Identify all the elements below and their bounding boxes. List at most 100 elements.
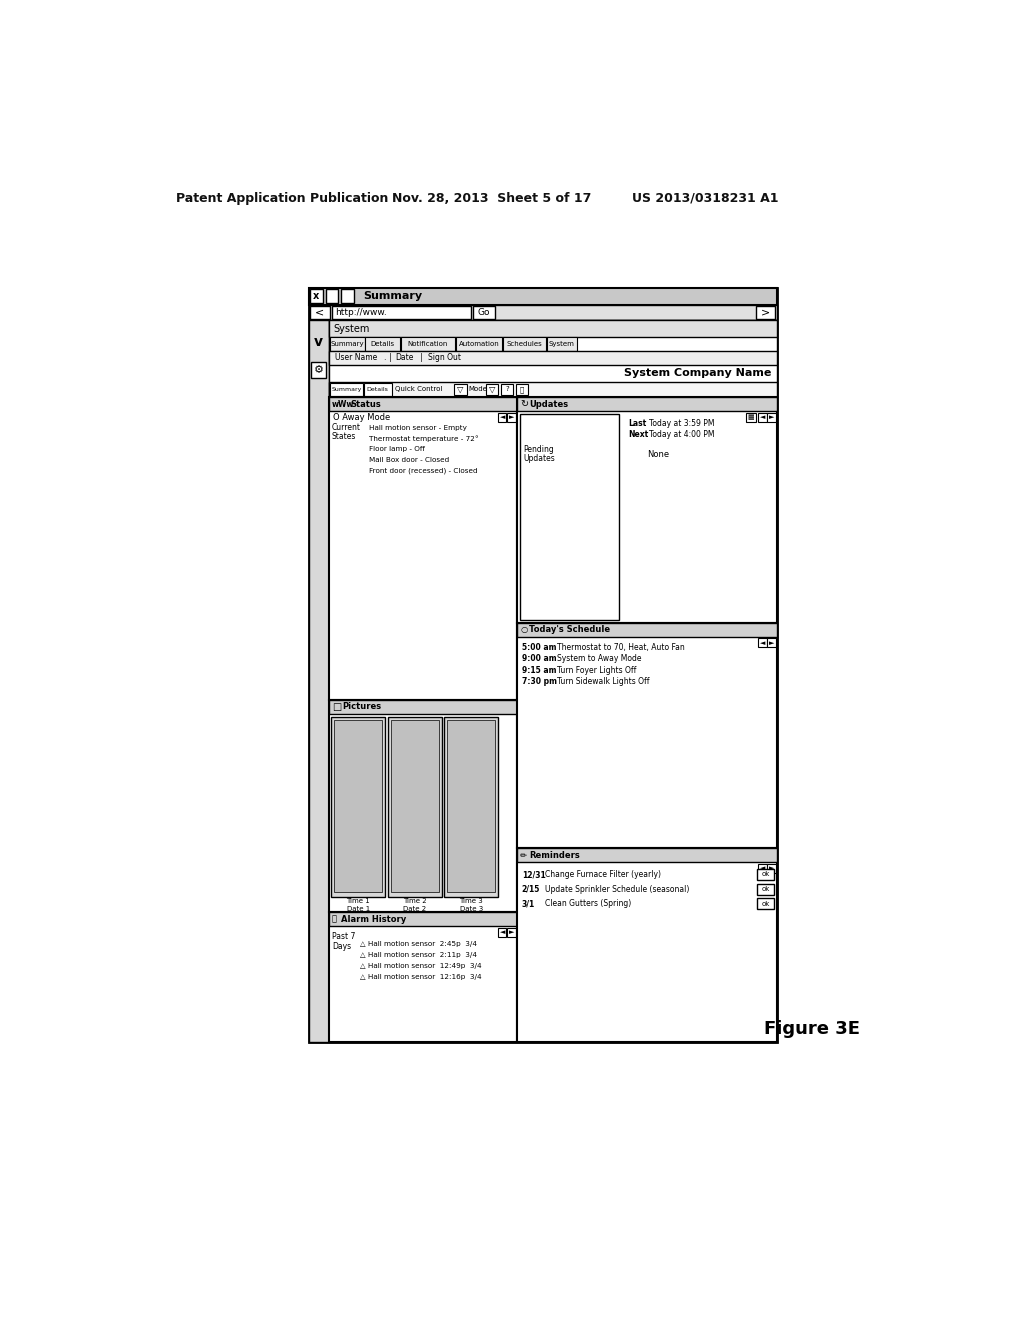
Text: Current: Current (332, 424, 360, 433)
Text: ►: ► (509, 414, 514, 420)
Text: Alarm History: Alarm History (341, 915, 407, 924)
Bar (365, 383, 391, 396)
Bar (758, 412, 767, 422)
Bar (517, 849, 777, 862)
Text: △ Hall motion sensor  12:49p  3/4: △ Hall motion sensor 12:49p 3/4 (359, 964, 481, 969)
Bar (388, 717, 442, 896)
Text: O Away Mode: O Away Mode (334, 413, 390, 422)
Text: Today's Schedule: Today's Schedule (529, 626, 610, 634)
Text: System to Away Mode: System to Away Mode (557, 655, 642, 664)
Text: System: System (549, 341, 574, 347)
Bar (517, 397, 777, 411)
Bar (329, 321, 777, 1043)
Text: x: x (313, 292, 319, 301)
Text: ◄: ◄ (760, 866, 765, 871)
Text: >: > (761, 308, 770, 317)
Bar (329, 381, 777, 397)
Bar (517, 623, 777, 849)
Text: ◄: ◄ (500, 414, 505, 420)
Bar (486, 384, 499, 395)
Bar (758, 863, 767, 873)
Bar (329, 321, 777, 337)
Bar (310, 306, 330, 318)
Text: ◄: ◄ (760, 640, 765, 645)
Text: Date 1: Date 1 (346, 906, 370, 912)
Text: Mode: Mode (468, 387, 487, 392)
Text: Automation: Automation (459, 341, 500, 347)
Text: ▦: ▦ (748, 414, 755, 420)
Text: Summary: Summary (332, 387, 361, 392)
Bar (498, 412, 506, 422)
Bar (331, 383, 362, 396)
Text: △ Hall motion sensor  12:16p  3/4: △ Hall motion sensor 12:16p 3/4 (359, 974, 481, 979)
Text: Time 2: Time 2 (402, 899, 427, 904)
Text: ↻: ↻ (520, 399, 528, 409)
Bar (503, 337, 546, 351)
Text: Quick Control: Quick Control (394, 387, 442, 392)
Bar (329, 912, 517, 927)
Text: Figure 3E: Figure 3E (764, 1019, 859, 1038)
Bar (507, 412, 515, 422)
Bar (517, 397, 777, 623)
Text: ok: ok (762, 886, 770, 892)
Text: Notification: Notification (408, 341, 449, 347)
Bar (331, 337, 365, 351)
Bar (444, 717, 499, 896)
Text: ◄: ◄ (500, 929, 505, 936)
Text: Pictures: Pictures (343, 702, 382, 711)
Text: Date 3: Date 3 (460, 906, 483, 912)
Text: 7:30 pm: 7:30 pm (521, 677, 557, 686)
Bar (520, 414, 618, 619)
Text: 9:15 am: 9:15 am (521, 667, 556, 675)
Bar (758, 884, 774, 895)
Bar (329, 397, 517, 700)
Bar (758, 899, 774, 909)
Text: Details: Details (371, 341, 394, 347)
Text: Thermostat to 70, Heat, Auto Fan: Thermostat to 70, Heat, Auto Fan (557, 643, 685, 652)
Bar (455, 384, 467, 395)
Text: States: States (332, 432, 356, 441)
Text: |: | (420, 354, 423, 362)
Bar (366, 337, 399, 351)
Bar (767, 638, 776, 647)
Bar (329, 351, 777, 364)
Text: Reminders: Reminders (529, 851, 581, 859)
Text: ⓘ: ⓘ (519, 385, 524, 393)
Text: http://www.: http://www. (335, 308, 387, 317)
Text: v: v (314, 335, 324, 348)
Text: Days: Days (332, 941, 351, 950)
Text: Thermostat temperature - 72°: Thermostat temperature - 72° (369, 436, 478, 442)
Bar (507, 928, 515, 937)
Bar (341, 289, 353, 304)
Text: Nov. 28, 2013  Sheet 5 of 17: Nov. 28, 2013 Sheet 5 of 17 (391, 191, 591, 205)
Text: Date 2: Date 2 (403, 906, 426, 912)
Text: None: None (647, 450, 670, 458)
Bar (329, 700, 517, 714)
Text: ►: ► (769, 640, 775, 645)
Text: Updates: Updates (529, 400, 568, 408)
Text: Summary: Summary (362, 292, 422, 301)
Text: Schedules: Schedules (507, 341, 543, 347)
Text: Change Furnace Filter (yearly): Change Furnace Filter (yearly) (545, 870, 660, 879)
Text: Next: Next (629, 429, 649, 438)
Text: ok: ok (762, 900, 770, 907)
Text: Patent Application Publication: Patent Application Publication (176, 191, 388, 205)
Text: ok: ok (762, 871, 770, 878)
Text: ✏: ✏ (520, 851, 527, 859)
Text: Summary: Summary (331, 341, 365, 347)
Text: △ Hall motion sensor  2:45p  3/4: △ Hall motion sensor 2:45p 3/4 (359, 941, 477, 948)
Text: Last: Last (629, 418, 647, 428)
Bar (501, 384, 513, 395)
Bar (767, 412, 776, 422)
Text: .: . (383, 354, 385, 362)
Text: Time 1: Time 1 (346, 899, 370, 904)
Text: Turn Sidewalk Lights Off: Turn Sidewalk Lights Off (557, 677, 650, 686)
Bar (517, 849, 777, 1043)
Text: Update Sprinkler Schedule (seasonal): Update Sprinkler Schedule (seasonal) (545, 884, 689, 894)
Bar (517, 623, 777, 636)
Bar (311, 363, 327, 378)
Bar (746, 412, 756, 422)
Text: <: < (314, 308, 324, 317)
Text: Hall motion sensor - Empty: Hall motion sensor - Empty (369, 425, 467, 430)
Text: 2/15: 2/15 (521, 884, 540, 894)
